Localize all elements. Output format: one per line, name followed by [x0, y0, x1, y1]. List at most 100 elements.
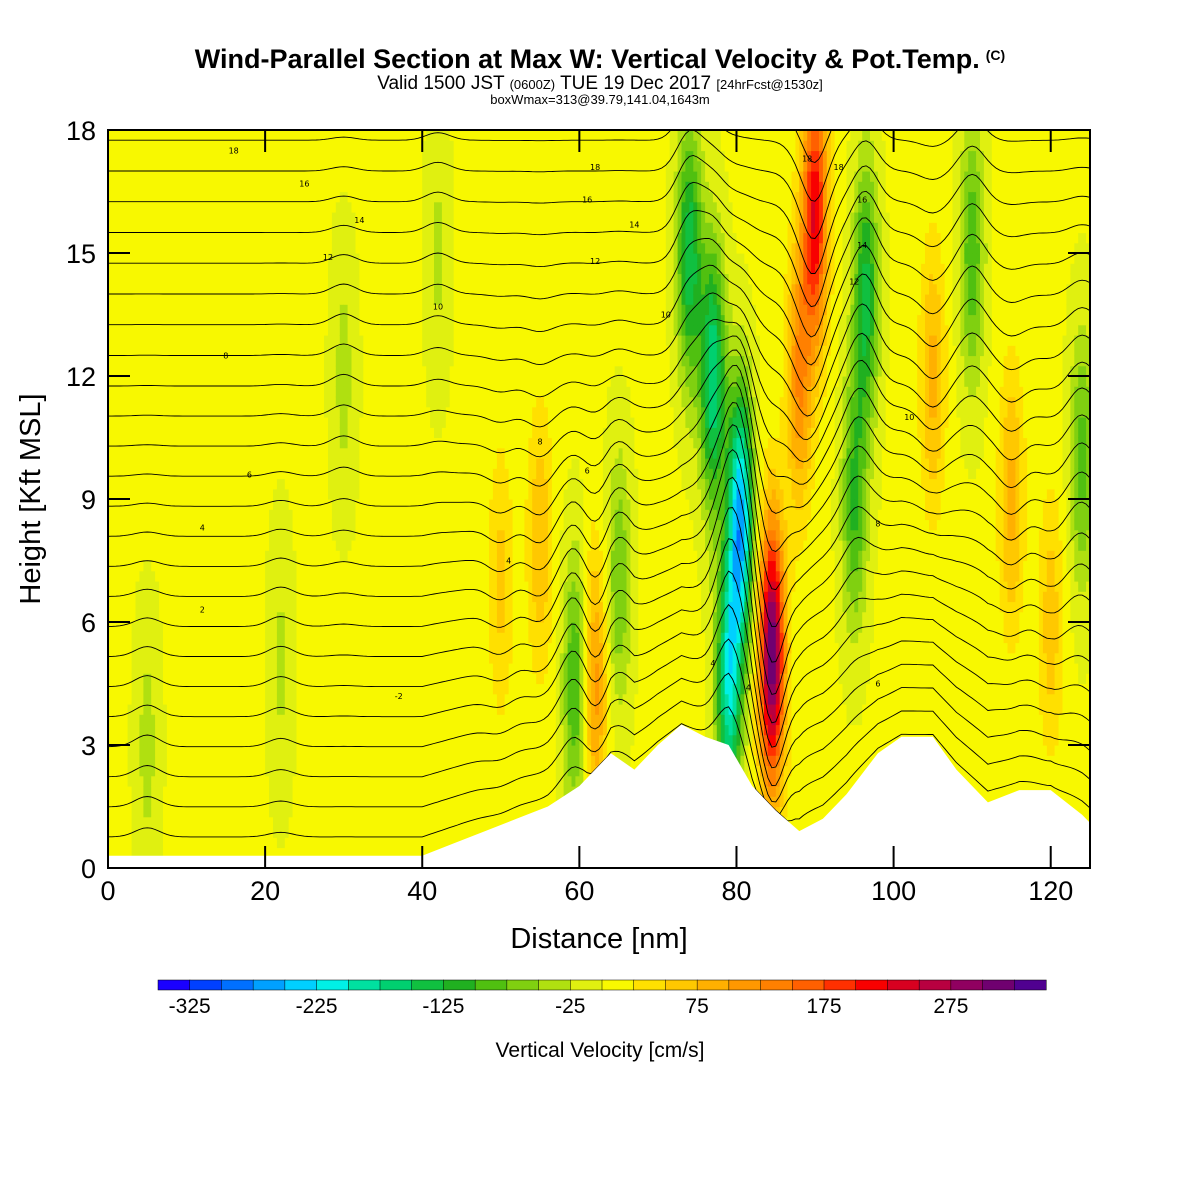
- velocity-cell: [206, 540, 211, 551]
- velocity-cell: [355, 581, 360, 592]
- velocity-cell: [139, 632, 144, 644]
- velocity-cell: [273, 232, 278, 244]
- velocity-cell: [108, 171, 113, 182]
- velocity-cell: [198, 201, 203, 213]
- velocity-cell: [312, 663, 317, 674]
- velocity-cell: [273, 775, 278, 787]
- velocity-cell: [284, 427, 290, 439]
- velocity-cell: [229, 519, 235, 531]
- velocity-cell: [143, 714, 148, 726]
- velocity-cell: [304, 591, 309, 603]
- velocity-cell: [190, 386, 195, 398]
- velocity-cell: [296, 273, 301, 285]
- velocity-cell: [241, 458, 247, 469]
- velocity-cell: [163, 796, 168, 808]
- velocity-cell: [284, 724, 290, 736]
- velocity-cell: [182, 673, 188, 685]
- velocity-cell: [269, 130, 274, 141]
- velocity-cell: [218, 714, 223, 726]
- velocity-cell: [131, 294, 137, 305]
- velocity-cell: [221, 714, 227, 726]
- velocity-cell: [155, 253, 160, 264]
- velocity-cell: [190, 253, 195, 264]
- velocity-cell: [269, 140, 274, 152]
- velocity-cell: [273, 191, 278, 203]
- velocity-cell: [135, 478, 140, 490]
- velocity-cell: [347, 632, 353, 644]
- velocity-cell: [143, 232, 148, 244]
- velocity-cell: [151, 663, 156, 674]
- velocity-cell: [229, 765, 235, 777]
- velocity-cell: [253, 488, 258, 500]
- velocity-cell: [221, 437, 227, 449]
- velocity-cell: [214, 652, 219, 664]
- velocity-cell: [339, 488, 345, 500]
- velocity-cell: [155, 242, 160, 254]
- velocity-cell: [304, 673, 309, 685]
- velocity-cell: [182, 652, 188, 664]
- velocity-cell: [335, 365, 341, 377]
- velocity-cell: [123, 283, 129, 295]
- velocity-cell: [351, 611, 356, 623]
- velocity-cell: [202, 642, 207, 654]
- velocity-cell: [249, 355, 254, 367]
- velocity-cell: [328, 171, 333, 182]
- velocity-cell: [359, 683, 364, 695]
- velocity-cell: [339, 232, 345, 244]
- velocity-cell: [178, 693, 184, 705]
- velocity-cell: [111, 468, 117, 480]
- velocity-cell: [190, 632, 195, 644]
- velocity-cell: [182, 806, 188, 818]
- velocity-cell: [178, 775, 184, 787]
- velocity-cell: [363, 611, 368, 623]
- velocity-cell: [253, 560, 258, 572]
- velocity-cell: [351, 283, 356, 295]
- velocity-cell: [143, 376, 148, 387]
- velocity-cell: [155, 171, 160, 182]
- velocity-cell: [159, 786, 164, 797]
- velocity-cell: [331, 724, 337, 736]
- velocity-cell: [371, 335, 376, 346]
- velocity-cell: [202, 581, 207, 592]
- velocity-cell: [186, 714, 192, 726]
- velocity-cell: [151, 427, 156, 439]
- velocity-cell: [174, 488, 180, 500]
- velocity-cell: [276, 222, 282, 234]
- velocity-cell: [135, 581, 140, 592]
- velocity-cell: [241, 201, 247, 213]
- velocity-cell: [206, 632, 211, 644]
- velocity-cell: [355, 734, 360, 746]
- velocity-cell: [115, 417, 121, 428]
- velocity-cell: [115, 242, 121, 254]
- velocity-cell: [280, 242, 286, 254]
- velocity-cell: [367, 816, 372, 828]
- velocity-cell: [253, 765, 258, 777]
- velocity-cell: [316, 499, 321, 510]
- velocity-cell: [233, 478, 239, 490]
- velocity-cell: [237, 386, 243, 398]
- velocity-cell: [237, 693, 243, 705]
- velocity-cell: [257, 529, 262, 541]
- velocity-cell: [280, 683, 286, 695]
- velocity-cell: [225, 734, 231, 746]
- velocity-cell: [241, 724, 247, 736]
- velocity-cell: [143, 283, 148, 295]
- velocity-cell: [288, 376, 294, 387]
- velocity-cell: [159, 191, 164, 203]
- velocity-cell: [163, 611, 168, 623]
- velocity-cell: [253, 355, 258, 367]
- velocity-cell: [261, 253, 266, 264]
- velocity-cell: [371, 704, 376, 715]
- velocity-cell: [300, 365, 305, 377]
- velocity-cell: [135, 201, 140, 213]
- velocity-cell: [335, 827, 341, 838]
- velocity-cell: [265, 335, 270, 346]
- velocity-cell: [221, 478, 227, 490]
- velocity-cell: [225, 396, 231, 408]
- velocity-cell: [111, 570, 117, 582]
- velocity-cell: [253, 242, 258, 254]
- velocity-cell: [261, 622, 266, 633]
- velocity-cell: [170, 468, 176, 480]
- velocity-cell: [241, 632, 247, 644]
- velocity-cell: [371, 376, 376, 387]
